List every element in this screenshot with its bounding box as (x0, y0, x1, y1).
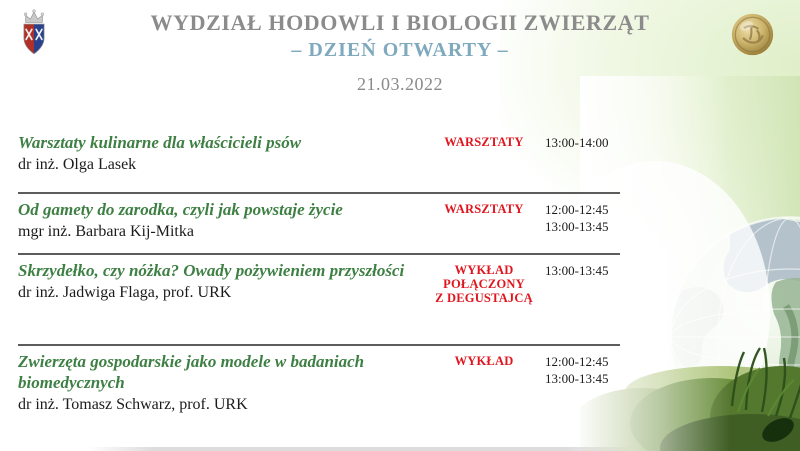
session-times: 13:00-14:00 (545, 135, 609, 150)
event-date: 21.03.2022 (357, 74, 443, 94)
session-title: Od gamety do zarodka, czyli jak powstaje… (18, 200, 343, 219)
session-times: 12:00-12:45 13:00-13:45 (545, 202, 609, 234)
schedule-row: Skrzydełko, czy nóżka? Owady pożywieniem… (18, 253, 620, 344)
gold-seal-icon (731, 13, 774, 56)
session-info: Od gamety do zarodka, czyli jak powstaje… (18, 199, 423, 253)
session-presenter: dr inż. Olga Lasek (18, 156, 137, 173)
session-presenter: dr inż. Tomasz Schwarz, prof. URK (18, 396, 248, 413)
session-type-badge: WYKŁAD POŁĄCZONY Z DEGUSTAJCĄ (435, 263, 533, 305)
session-info: Warsztaty kulinarne dla właścicieli psów… (18, 132, 423, 192)
session-times: 13:00-13:45 (545, 263, 609, 278)
session-type-badge: WARSZTATY (444, 135, 524, 149)
session-title: Skrzydełko, czy nóżka? Owady pożywieniem… (18, 261, 405, 280)
faculty-title: WYDZIAŁ HODOWLI I BIOLOGII ZWIERZĄT (150, 10, 650, 35)
event-title: – DZIEŃ OTWARTY – (291, 39, 509, 61)
session-presenter: mgr inż. Barbara Kij-Mitka (18, 223, 194, 240)
session-times: 12:00-12:45 13:00-13:45 (545, 354, 609, 386)
session-type-badge: WARSZTATY (444, 202, 524, 216)
session-title: Warsztaty kulinarne dla właścicieli psów (18, 133, 302, 152)
schedule-row: Zwierzęta gospodarskie jako modele w bad… (18, 344, 620, 448)
schedule-table: Warsztaty kulinarne dla właścicieli psów… (18, 128, 620, 448)
session-title: Zwierzęta gospodarskie jako modele w bad… (18, 352, 365, 392)
schedule-row: Od gamety do zarodka, czyli jak powstaje… (18, 192, 620, 253)
bottom-shadow-strip (88, 447, 633, 451)
schedule-row: Warsztaty kulinarne dla właścicieli psów… (18, 128, 620, 192)
session-type-badge: WYKŁAD (454, 354, 514, 368)
session-presenter: dr inż. Jadwiga Flaga, prof. URK (18, 284, 232, 301)
university-crest-icon (23, 9, 45, 55)
session-info: Skrzydełko, czy nóżka? Owady pożywieniem… (18, 260, 423, 344)
session-info: Zwierzęta gospodarskie jako modele w bad… (18, 351, 423, 448)
